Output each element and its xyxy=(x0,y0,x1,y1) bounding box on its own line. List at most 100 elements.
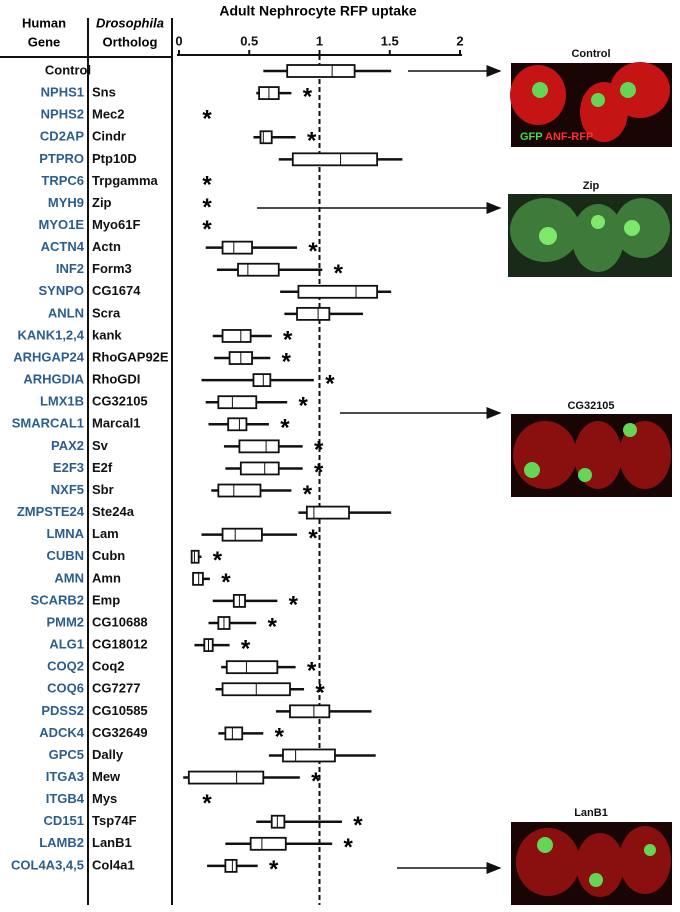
human-gene: GPC5 xyxy=(49,747,84,762)
x-tick-label: 0.5 xyxy=(240,33,258,48)
human-gene: LMNA xyxy=(46,526,84,541)
image-title: CG32105 xyxy=(567,400,614,412)
significance-star: * xyxy=(202,194,212,221)
header: Drosophila xyxy=(96,15,164,30)
ortholog: CG18012 xyxy=(92,637,148,652)
ortholog: Coq2 xyxy=(92,659,125,674)
human-gene: ARHGDIA xyxy=(23,372,84,387)
significance-star: * xyxy=(315,680,325,707)
box xyxy=(270,814,286,829)
significance-star: * xyxy=(202,172,212,199)
human-gene: PMM2 xyxy=(46,614,84,629)
significance-star: * xyxy=(282,348,292,375)
significance-star: * xyxy=(311,768,321,795)
ortholog: kank xyxy=(92,327,122,342)
box xyxy=(224,858,238,873)
micrograph xyxy=(508,194,672,277)
ortholog: RhoGDI xyxy=(92,372,140,387)
box xyxy=(217,483,262,498)
human-gene: ANLN xyxy=(48,305,84,320)
box xyxy=(237,262,280,277)
significance-star: * xyxy=(213,547,223,574)
x-tick-label: 1.5 xyxy=(381,33,399,48)
human-gene: ITGB4 xyxy=(46,791,85,806)
ortholog: Actn xyxy=(92,239,121,254)
human-gene: SYNPO xyxy=(38,283,84,298)
human-gene: ZMPSTE24 xyxy=(17,504,85,519)
box xyxy=(227,417,248,432)
image-legend: ANF-RFP xyxy=(545,131,593,143)
header: Ortholog xyxy=(103,34,158,49)
ortholog: CG7277 xyxy=(92,681,140,696)
ortholog: Sv xyxy=(92,438,109,453)
ortholog: E2f xyxy=(92,460,113,475)
ortholog: CG1674 xyxy=(92,283,141,298)
human-gene: ALG1 xyxy=(49,637,84,652)
significance-star: * xyxy=(221,569,231,596)
human-gene: ACTN4 xyxy=(41,239,85,254)
significance-star: * xyxy=(303,481,313,508)
x-tick-label: 0 xyxy=(175,33,182,48)
box xyxy=(286,64,356,78)
significance-star: * xyxy=(307,128,317,155)
box xyxy=(282,748,336,763)
human-gene: PDSS2 xyxy=(41,703,84,718)
significance-star: * xyxy=(314,459,324,486)
significance-star: * xyxy=(343,834,353,861)
human-gene: CD151 xyxy=(44,813,84,828)
significance-star: * xyxy=(280,415,290,442)
ortholog: Tsp74F xyxy=(92,813,137,828)
significance-star: * xyxy=(303,83,313,110)
box xyxy=(187,770,265,785)
box xyxy=(296,306,331,321)
significance-star: * xyxy=(299,393,309,420)
header: Gene xyxy=(28,34,61,49)
box xyxy=(224,726,244,741)
box xyxy=(190,549,200,564)
ortholog: Mec2 xyxy=(92,107,125,122)
micrograph xyxy=(511,822,672,905)
box xyxy=(221,527,263,542)
human-gene: PTPRO xyxy=(39,151,84,166)
ortholog: Mew xyxy=(92,769,121,784)
significance-star: * xyxy=(275,724,285,751)
ortholog: Ptp10D xyxy=(92,151,137,166)
ortholog: CG10688 xyxy=(92,614,148,629)
significance-star: * xyxy=(308,525,318,552)
human-gene: AMN xyxy=(54,570,84,585)
image-title: LanB1 xyxy=(574,807,608,819)
significance-star: * xyxy=(283,326,293,353)
ortholog: Lam xyxy=(92,526,119,541)
significance-star: * xyxy=(314,437,324,464)
ortholog: Dally xyxy=(92,747,124,762)
human-gene: SMARCAL1 xyxy=(12,416,84,431)
human-gene: KANK1,2,4 xyxy=(18,327,85,342)
ortholog: CG32649 xyxy=(92,725,148,740)
ortholog: Amn xyxy=(92,570,121,585)
significance-star: * xyxy=(289,591,299,618)
significance-star: * xyxy=(268,613,278,640)
ortholog: Mys xyxy=(92,791,117,806)
human-gene: COQ2 xyxy=(47,659,84,674)
ortholog: Sbr xyxy=(92,482,114,497)
ortholog: Cubn xyxy=(92,548,125,563)
ortholog: CG10585 xyxy=(92,703,148,718)
box xyxy=(192,571,204,586)
human-gene: TRPC6 xyxy=(41,173,84,188)
image-title: Zip xyxy=(583,180,600,192)
box xyxy=(259,130,273,145)
significance-star: * xyxy=(202,106,212,133)
ortholog: RhoGAP92E xyxy=(92,349,169,364)
ortholog: Ste24a xyxy=(92,504,135,519)
box xyxy=(239,461,280,476)
box xyxy=(252,373,272,388)
header: Human xyxy=(22,15,66,30)
ortholog: Col4a1 xyxy=(92,857,135,872)
human-gene: NPHS1 xyxy=(41,85,84,100)
x-tick-label: 2 xyxy=(456,33,463,48)
significance-star: * xyxy=(202,790,212,817)
box xyxy=(297,284,379,299)
image-legend: GFP xyxy=(520,131,543,143)
human-gene: PAX2 xyxy=(51,438,84,453)
